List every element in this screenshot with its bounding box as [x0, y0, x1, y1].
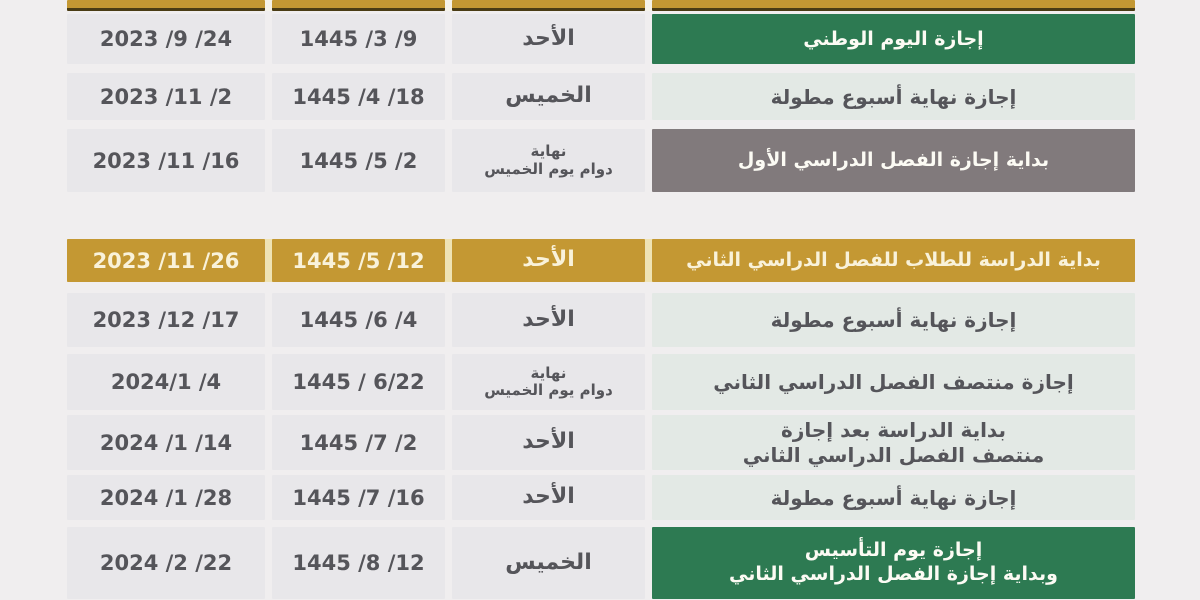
hijri-date-cell: 1445 /7 /16 — [272, 475, 445, 520]
day-label: دوام يوم الخميس — [484, 381, 613, 399]
day-label: الأحد — [522, 25, 575, 51]
event-label: إجازة اليوم الوطني — [803, 27, 984, 50]
event-label: إجازة منتصف الفصل الدراسي الثاني — [713, 370, 1074, 394]
table-row: إجازة منتصف الفصل الدراسي الثاني نهاية دوا… — [67, 354, 1135, 410]
hijri-date-cell: 1445 /4 /18 — [272, 73, 445, 120]
day-cell: نهاية دوام يوم الخميس — [452, 129, 645, 192]
gregorian-date-cell: 2024/1 /4 — [67, 354, 265, 410]
event-cell: بداية الدراسة بعد إجازة منتصف الفصل الدرا… — [652, 415, 1135, 470]
table-row: إجازة نهاية أسبوع مطولة الأحد 1445 /7 /16 2… — [67, 475, 1135, 520]
day-label: الخميس — [505, 549, 592, 575]
day-label: نهاية — [530, 363, 567, 382]
hijri-date-cell: 1445 /3 /9 — [272, 14, 445, 64]
event-label: إجازة نهاية أسبوع مطولة — [770, 84, 1017, 109]
table-row: إجازة يوم التأسيس وبداية إجازة الفصل الدر… — [67, 527, 1135, 599]
event-cell: بداية الدراسة للطلاب للفصل الدراسي الثان… — [652, 239, 1135, 282]
hijri-date-cell: 1445 /5 /12 — [272, 239, 445, 282]
day-cell: الأحد — [452, 293, 645, 347]
event-label: إجازة نهاية أسبوع مطولة — [770, 308, 1017, 332]
event-cell: إجازة نهاية أسبوع مطولة — [652, 293, 1135, 347]
day-cell: الأحد — [452, 415, 645, 470]
day-cell — [452, 0, 645, 11]
event-label: إجازة نهاية أسبوع مطولة — [770, 485, 1017, 510]
event-cell: إجازة منتصف الفصل الدراسي الثاني — [652, 354, 1135, 410]
event-cell: بداية إجازة الفصل الدراسي الأول — [652, 129, 1135, 192]
event-label: وبداية إجازة الفصل الدراسي الثاني — [729, 563, 1058, 585]
gregorian-date-cell: 2023 /12 /17 — [67, 293, 265, 347]
day-label: نهاية — [530, 142, 567, 161]
table-row: بداية الدراسة للطلاب للفصل الدراسي الثان… — [67, 239, 1135, 282]
gregorian-date-cell: 2023 /9 /24 — [67, 14, 265, 64]
event-cell: إجازة اليوم الوطني — [652, 14, 1135, 64]
gregorian-date-cell: 2024 /2 /22 — [67, 527, 265, 599]
event-cell: إجازة نهاية أسبوع مطولة — [652, 475, 1135, 520]
hijri-date-cell — [272, 0, 445, 11]
table-row: إجازة نهاية أسبوع مطولة الأحد 1445 /6 /4 20… — [67, 293, 1135, 347]
day-cell: الخميس — [452, 527, 645, 599]
day-label: الأحد — [522, 484, 575, 510]
event-label: إجازة يوم التأسيس — [804, 539, 983, 562]
day-cell: الأحد — [452, 475, 645, 520]
table-row: بداية إجازة الفصل الدراسي الأول نهاية دوام… — [67, 129, 1135, 192]
event-cell — [652, 0, 1135, 11]
gregorian-date-cell: 2024 /1 /28 — [67, 475, 265, 520]
gregorian-date-cell — [67, 0, 265, 11]
hijri-date-cell: 1445 /5 /2 — [272, 129, 445, 192]
hijri-date-cell: 1445 /8 /12 — [272, 527, 445, 599]
table-body: إجازة اليوم الوطني الأحد 1445 /3 /9 2023 /9… — [67, 14, 1135, 599]
day-label: الأحد — [522, 247, 575, 273]
table-row: إجازة نهاية أسبوع مطولة الخميس 1445 /4 /18… — [67, 73, 1135, 120]
table-row: بداية الدراسة بعد إجازة منتصف الفصل الدرا… — [67, 415, 1135, 470]
day-cell: نهاية دوام يوم الخميس — [452, 354, 645, 410]
event-cell: إجازة نهاية أسبوع مطولة — [652, 73, 1135, 120]
gregorian-date-cell: 2023 /11 /26 — [67, 239, 265, 282]
day-cell: الخميس — [452, 73, 645, 120]
table-row: إجازة اليوم الوطني الأحد 1445 /3 /9 2023 /9… — [67, 14, 1135, 64]
day-cell: الأحد — [452, 239, 645, 282]
day-label: الأحد — [522, 429, 575, 455]
hijri-date-cell: 1445 /6 /4 — [272, 293, 445, 347]
event-label: منتصف الفصل الدراسي الثاني — [742, 442, 1045, 467]
event-cell: إجازة يوم التأسيس وبداية إجازة الفصل الدر… — [652, 527, 1135, 599]
gregorian-date-cell: 2023 /11 /2 — [67, 73, 265, 120]
event-label: بداية إجازة الفصل الدراسي الأول — [737, 149, 1050, 172]
gregorian-date-cell: 2023 /11 /16 — [67, 129, 265, 192]
gregorian-date-cell: 2024 /1 /14 — [67, 415, 265, 470]
hijri-date-cell: 1445 / 6/22 — [272, 354, 445, 410]
day-cell: الأحد — [452, 14, 645, 64]
day-label: الأحد — [522, 306, 575, 332]
hijri-date-cell: 1445 /7 /2 — [272, 415, 445, 470]
day-label: دوام يوم الخميس — [484, 159, 613, 178]
event-label: بداية الدراسة للطلاب للفصل الدراسي الثان… — [686, 249, 1101, 272]
table-row-cutoff — [67, 0, 1135, 11]
day-label: الخميس — [505, 83, 592, 109]
event-label: بداية الدراسة بعد إجازة — [781, 417, 1006, 442]
